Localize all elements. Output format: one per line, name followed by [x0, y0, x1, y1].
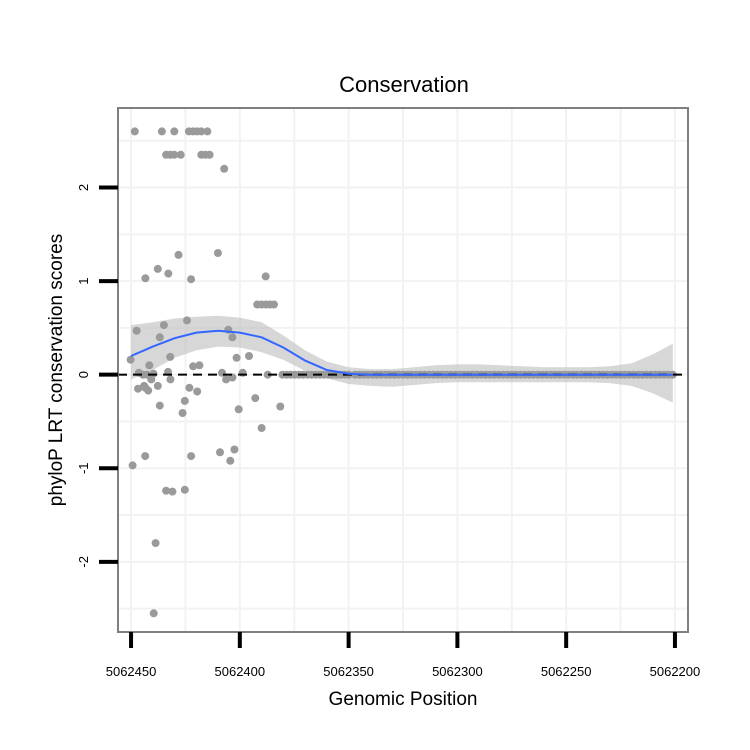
data-point: [213, 249, 222, 257]
data-point: [162, 486, 171, 495]
data-point: [185, 383, 194, 392]
data-point: [128, 461, 137, 470]
data-point: [226, 456, 235, 465]
confidence-ribbon: [131, 315, 673, 403]
x-tick-label: 5062400: [215, 664, 266, 679]
data-point: [166, 352, 175, 361]
x-tick-label: 5062300: [432, 664, 483, 679]
data-point: [193, 387, 202, 396]
data-point: [216, 448, 224, 457]
data-point: [170, 127, 179, 136]
data-point: [155, 401, 164, 410]
data-point: [189, 362, 198, 371]
data-point: [132, 326, 141, 335]
data-point: [228, 333, 237, 342]
data-point: [203, 127, 212, 136]
data-point: [149, 609, 158, 618]
data-point: [157, 127, 166, 136]
data-point: [257, 424, 266, 432]
confidence-ribbon-layer: [131, 315, 673, 403]
data-point: [176, 150, 185, 159]
data-point: [180, 396, 189, 405]
data-point: [126, 355, 135, 364]
data-point: [251, 394, 260, 403]
data-point: [145, 361, 154, 370]
smooth-line: [130, 329, 673, 376]
y-tick-label: -2: [76, 556, 91, 568]
data-point: [153, 264, 162, 273]
data-point: [141, 452, 150, 461]
data-point: [164, 269, 173, 278]
data-point: [270, 300, 278, 309]
data-point: [205, 150, 214, 159]
data-point: [234, 405, 243, 414]
data-point: [159, 321, 168, 330]
smooth-line-layer: [130, 329, 673, 376]
chart-title: Conservation: [339, 72, 469, 97]
data-point: [166, 375, 175, 384]
data-point: [155, 333, 164, 342]
x-tick-label: 5062450: [106, 664, 157, 679]
data-point: [230, 445, 239, 454]
data-point: [197, 127, 206, 136]
x-tick-label: 5062350: [323, 664, 374, 679]
x-axis-title: Genomic Position: [329, 689, 478, 710]
data-point: [276, 402, 285, 411]
data-point: [174, 250, 183, 259]
plot-panel-border: [117, 107, 689, 633]
data-point: [168, 487, 177, 496]
data-point: [195, 361, 204, 370]
y-tick-label: -1: [76, 462, 91, 474]
x-tick-label: 5062200: [650, 664, 701, 679]
data-point: [245, 352, 253, 360]
y-tick-label: 0: [76, 371, 91, 378]
data-point: [261, 272, 270, 281]
x-tick-label: 5062250: [541, 664, 592, 679]
data-point: [187, 275, 196, 284]
data-point: [134, 384, 142, 393]
data-point: [263, 370, 272, 379]
y-tick-label: 1: [76, 277, 91, 284]
x-axis: 5062450 5062400 5062350 5062300 5062250 50622…: [106, 632, 701, 679]
y-axis: -2 -1 0 1 2: [76, 184, 118, 568]
data-point: [170, 150, 179, 159]
data-point: [232, 353, 241, 362]
y-tick-label: 2: [76, 184, 91, 191]
data-point: [130, 127, 139, 136]
data-point: [141, 274, 150, 283]
data-point: [187, 452, 196, 461]
data-point: [178, 409, 187, 417]
y-axis-title: phyloP LRT conservation scores: [46, 234, 67, 507]
data-point: [147, 375, 156, 384]
data-point: [183, 316, 191, 325]
data-point: [153, 381, 162, 390]
data-point: [220, 164, 229, 173]
data-point: [141, 383, 150, 392]
data-point: [222, 375, 231, 384]
data-point: [180, 485, 189, 494]
data-point: [151, 539, 160, 548]
